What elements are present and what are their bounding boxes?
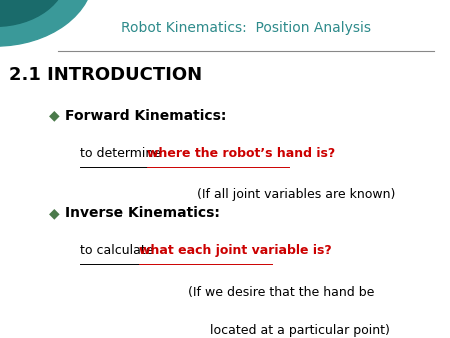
- Text: (If all joint variables are known): (If all joint variables are known): [197, 188, 395, 201]
- Text: to determine: to determine: [81, 147, 166, 160]
- Text: Inverse Kinematics:: Inverse Kinematics:: [65, 206, 220, 220]
- Text: Forward Kinematics:: Forward Kinematics:: [65, 109, 226, 123]
- Text: 2.1 INTRODUCTION: 2.1 INTRODUCTION: [9, 66, 202, 84]
- Text: what each joint variable is?: what each joint variable is?: [139, 244, 332, 257]
- Text: ◆: ◆: [49, 206, 60, 220]
- Text: (If we desire that the hand be: (If we desire that the hand be: [188, 286, 374, 299]
- Text: located at a particular point): located at a particular point): [210, 324, 390, 337]
- Text: to calculate: to calculate: [81, 244, 158, 257]
- Circle shape: [0, 0, 94, 46]
- Text: Robot Kinematics:  Position Analysis: Robot Kinematics: Position Analysis: [121, 21, 371, 35]
- Circle shape: [0, 0, 67, 26]
- Text: where the robot’s hand is?: where the robot’s hand is?: [147, 147, 335, 160]
- Text: ◆: ◆: [49, 109, 60, 123]
